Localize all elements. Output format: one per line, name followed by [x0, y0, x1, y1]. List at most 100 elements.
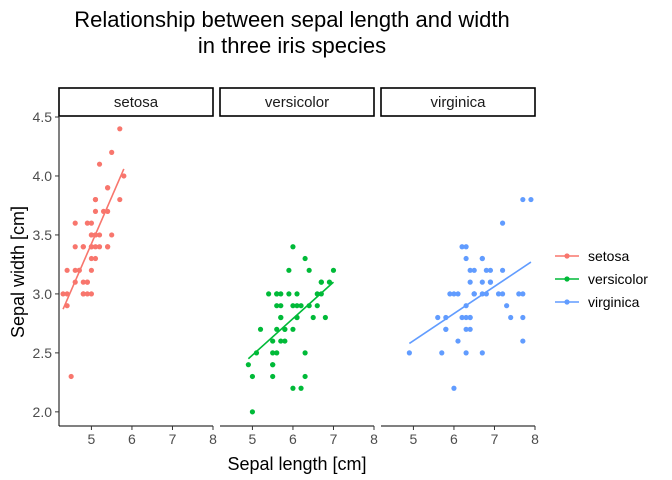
data-point-setosa-4: [88, 220, 95, 226]
data-point-virginica-20: [487, 267, 494, 273]
data-point-virginica-22: [520, 314, 526, 321]
legend-label-setosa: setosa: [588, 248, 629, 264]
data-point-virginica-21: [435, 314, 441, 321]
data-point-virginica-11: [467, 326, 473, 332]
data-point-setosa-16: [105, 185, 111, 191]
data-point-versicolor-37: [302, 373, 308, 380]
y-tick-label-3.5: 3.5: [33, 227, 53, 243]
x-tick-label-virginica-7: 7: [491, 431, 499, 447]
data-point-versicolor-2: [326, 279, 333, 285]
legend-label-virginica: virginica: [588, 294, 640, 310]
data-point-versicolor-34: [266, 291, 272, 297]
data-point-versicolor-38: [274, 291, 280, 297]
chart-title: Relationship between sepal length and wi…: [74, 7, 509, 58]
data-point-setosa-45: [80, 291, 86, 297]
data-point-virginica-47: [471, 291, 477, 297]
data-point-versicolor-20: [286, 267, 292, 273]
data-point-setosa-6: [72, 244, 78, 250]
data-point-setosa-43: [88, 232, 95, 238]
data-point-setosa-25: [88, 291, 95, 297]
data-point-setosa-18: [117, 196, 123, 203]
data-point-versicolor-9: [257, 326, 264, 332]
data-point-virginica-34: [455, 338, 461, 344]
data-point-virginica-15: [467, 267, 473, 273]
trend-line-versicolor: [247, 281, 335, 360]
data-point-virginica-25: [499, 267, 506, 273]
data-point-versicolor-8: [314, 303, 320, 309]
x-tick-label-versicolor-7: 7: [330, 431, 338, 447]
panel-setosa: setosa 5 6 7 8: [58, 87, 217, 447]
chart-title-line-2: in three iris species: [198, 33, 386, 58]
data-point-setosa-28: [96, 244, 103, 250]
panel-versicolor: versicolor 5 6 7 8: [219, 87, 378, 447]
data-point-versicolor-42: [282, 338, 288, 344]
data-point-virginica-6: [406, 350, 412, 356]
legend-label-versicolor: versicolor: [588, 271, 648, 287]
data-point-setosa-42: [64, 267, 70, 273]
data-point-versicolor-6: [302, 255, 308, 262]
data-point-versicolor-18: [298, 385, 304, 391]
data-point-virginica-13: [439, 350, 445, 356]
facet-panels: setosa 5 6 7 8 versicolor 5 6 7 8 virginica 5 6 7 8: [58, 87, 539, 447]
data-point-versicolor-29: [278, 338, 284, 344]
data-point-setosa-14: [121, 173, 127, 179]
data-point-versicolor-10: [249, 409, 256, 415]
data-point-setosa-30: [80, 279, 86, 285]
strip-box-setosa: [58, 87, 214, 117]
data-point-virginica-27: [455, 291, 461, 297]
strip-box-virginica: [380, 87, 536, 117]
x-tick-label-versicolor-5: 5: [249, 431, 257, 447]
data-point-versicolor-22: [302, 350, 308, 356]
y-axis-title: Sepal width [cm]: [8, 206, 28, 338]
data-point-virginica-43: [483, 267, 489, 273]
data-point-setosa-47: [72, 267, 78, 273]
y-tick-label-2: 2.0: [33, 404, 53, 420]
data-point-setosa-21: [92, 208, 99, 214]
data-point-setosa-37: [84, 220, 90, 226]
data-point-versicolor-31: [270, 362, 276, 368]
data-point-virginica-17: [520, 196, 526, 203]
trend-line-setosa: [62, 168, 125, 310]
data-point-virginica-29: [499, 291, 506, 297]
data-point-versicolor-19: [274, 350, 280, 356]
data-point-setosa-46: [92, 196, 99, 203]
legend: setosa versicolor virginica: [555, 248, 648, 310]
data-point-setosa-36: [109, 232, 115, 238]
legend-key-point-versicolor: [564, 276, 570, 282]
data-point-setosa-13: [60, 291, 66, 297]
data-point-setosa-41: [68, 373, 74, 380]
data-point-virginica-48: [459, 244, 465, 250]
data-point-virginica-26: [459, 314, 465, 321]
data-point-virginica-33: [463, 314, 469, 321]
y-tick-label-4.5: 4.5: [33, 109, 53, 125]
data-point-setosa-24: [80, 244, 86, 250]
data-point-versicolor-11: [286, 291, 292, 297]
data-point-setosa-34: [84, 279, 90, 285]
data-point-setosa-1: [84, 291, 90, 297]
data-point-setosa-15: [117, 126, 123, 132]
data-point-versicolor-49: [278, 314, 284, 321]
data-point-versicolor-39: [270, 350, 276, 356]
data-point-setosa-49: [88, 255, 95, 262]
data-point-versicolor-28: [290, 303, 296, 309]
data-point-virginica-5: [516, 291, 522, 297]
data-point-virginica-19: [451, 385, 457, 391]
data-point-virginica-30: [508, 314, 514, 321]
data-point-virginica-44: [479, 255, 485, 262]
data-point-virginica-9: [499, 220, 506, 226]
data-point-virginica-31: [528, 196, 534, 203]
data-point-virginica-35: [520, 291, 526, 297]
x-tick-label-setosa-7: 7: [169, 431, 177, 447]
data-point-versicolor-26: [322, 314, 328, 321]
data-point-virginica-36: [463, 244, 469, 250]
data-point-setosa-35: [88, 267, 95, 273]
data-point-versicolor-40: [270, 338, 276, 344]
legend-key-point-setosa: [564, 253, 570, 259]
x-tick-label-virginica-8: 8: [531, 431, 539, 447]
x-tick-label-setosa-8: 8: [209, 431, 217, 447]
legend-key-point-virginica: [564, 299, 570, 305]
data-point-setosa-33: [109, 149, 115, 155]
y-axis: 2.0 2.5 3.0 3.5 4.0 4.5: [33, 109, 60, 426]
x-axis-title: Sepal length [cm]: [227, 454, 366, 474]
